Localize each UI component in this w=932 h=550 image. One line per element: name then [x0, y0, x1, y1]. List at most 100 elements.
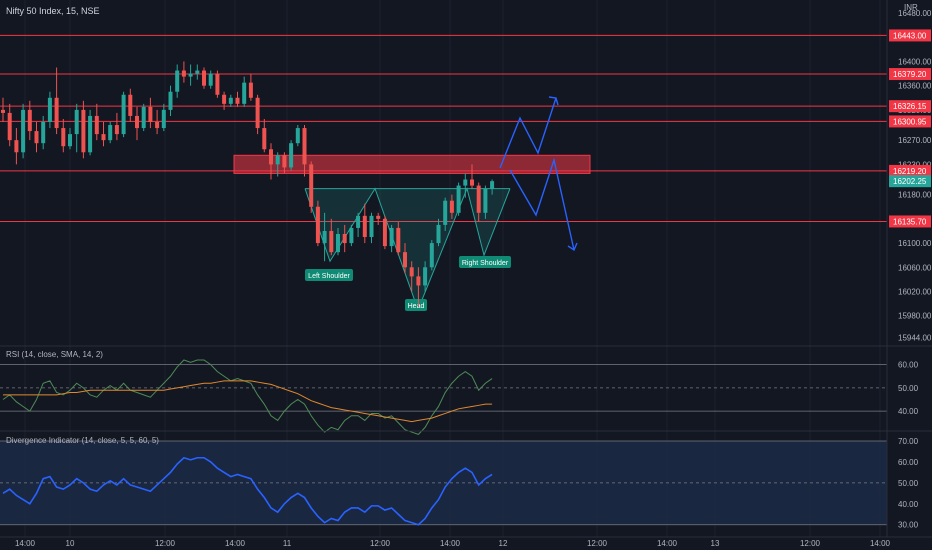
candle-body[interactable]: [175, 70, 180, 92]
time-axis: 14:00 10 12:00 14:00 11 12:00 14:00 12 12:00 14:0…: [15, 539, 891, 548]
candle-body[interactable]: [1, 109, 5, 113]
level-price-box: [889, 100, 931, 113]
candle-body[interactable]: [295, 128, 300, 144]
candle-body[interactable]: [155, 122, 160, 129]
candle-body[interactable]: [101, 134, 106, 141]
candle-body[interactable]: [14, 140, 19, 153]
level-price-label: 16379.20: [893, 70, 927, 79]
candle-body[interactable]: [47, 97, 52, 122]
candle-body[interactable]: [202, 70, 206, 86]
candle-body[interactable]: [215, 73, 220, 95]
candle-body[interactable]: [470, 179, 474, 186]
candle-body[interactable]: [349, 227, 354, 244]
candle-body[interactable]: [416, 276, 421, 286]
candle-body[interactable]: [148, 106, 153, 122]
candle-body[interactable]: [135, 115, 139, 129]
candle-body[interactable]: [476, 185, 481, 213]
candle-body[interactable]: [403, 252, 407, 268]
candle-body[interactable]: [329, 230, 334, 253]
candle-body[interactable]: [309, 164, 314, 207]
projection-arrows[interactable]: [499, 96, 578, 252]
candle-body[interactable]: [128, 94, 133, 116]
horizontal-levels[interactable]: [0, 34, 887, 222]
rsi-ma-line[interactable]: [3, 380, 493, 423]
price-tick-label: 16100.00: [898, 239, 932, 248]
candle-body[interactable]: [289, 143, 294, 168]
candle-body[interactable]: [436, 224, 441, 244]
candle-body[interactable]: [7, 112, 12, 141]
divergence-pane[interactable]: [2, 456, 493, 526]
candle-body[interactable]: [41, 122, 46, 144]
candle-body[interactable]: [81, 109, 86, 153]
rsi-line[interactable]: [2, 359, 493, 435]
candle-body[interactable]: [141, 106, 146, 129]
candle-body[interactable]: [389, 227, 394, 247]
level-price-label: 16135.70: [893, 217, 927, 226]
candle-body[interactable]: [275, 155, 280, 165]
resistance-zone-rect[interactable]: [233, 154, 591, 174]
candle-body[interactable]: [429, 243, 434, 268]
candle-body[interactable]: [396, 227, 401, 253]
candle-body[interactable]: [161, 109, 166, 129]
level-price-box: [889, 68, 931, 81]
bullish-projection[interactable]: [499, 97, 557, 169]
candle-body[interactable]: [94, 115, 99, 135]
candle-body[interactable]: [181, 70, 186, 77]
candle-body[interactable]: [483, 188, 488, 213]
candle-body[interactable]: [195, 70, 200, 74]
candle-body[interactable]: [21, 109, 26, 153]
candle-body[interactable]: [302, 128, 307, 165]
candle-body[interactable]: [255, 97, 260, 129]
candle-body[interactable]: [269, 149, 273, 165]
candle-body[interactable]: [456, 185, 461, 213]
candle-body[interactable]: [228, 97, 233, 104]
candle-body[interactable]: [443, 200, 448, 225]
candle-body[interactable]: [168, 91, 173, 110]
candle-body[interactable]: [315, 206, 320, 244]
candle-body[interactable]: [34, 131, 39, 144]
candle-body[interactable]: [490, 181, 495, 189]
candle-body[interactable]: [248, 82, 253, 98]
candle-body[interactable]: [423, 267, 428, 286]
candle-body[interactable]: [282, 155, 287, 168]
candle-body[interactable]: [88, 115, 93, 153]
candle-body[interactable]: [409, 267, 414, 277]
price-tick-label: 16060.00: [898, 263, 932, 272]
candle-body[interactable]: [449, 200, 454, 213]
candle-body[interactable]: [188, 73, 193, 77]
candle-body[interactable]: [121, 94, 126, 135]
candle-body[interactable]: [222, 94, 227, 104]
candle-body[interactable]: [362, 215, 367, 238]
candle-body[interactable]: [54, 97, 59, 129]
resistance-zone[interactable]: [233, 154, 591, 174]
candle-body[interactable]: [262, 128, 267, 150]
candle-body[interactable]: [356, 215, 361, 228]
price-axis: 16480.0016440.0016400.0016360.0016320.00…: [889, 9, 932, 530]
pattern-label-box: [405, 299, 427, 311]
candle-body[interactable]: [68, 134, 72, 147]
candle-body[interactable]: [114, 125, 119, 135]
candle-body[interactable]: [27, 109, 32, 132]
candle-body[interactable]: [376, 215, 381, 219]
candles[interactable]: [1, 61, 495, 307]
candle-body[interactable]: [322, 230, 327, 244]
time-tick-label: 12:00: [155, 539, 176, 548]
candle-body[interactable]: [242, 82, 247, 104]
candle-body[interactable]: [74, 109, 79, 135]
candle-body[interactable]: [336, 234, 340, 253]
level-price-label: 16326.15: [893, 102, 927, 111]
divergence-tick-label: 50.00: [898, 479, 919, 488]
bearish-projection[interactable]: [509, 157, 575, 251]
candle-body[interactable]: [235, 97, 240, 104]
divergence-line[interactable]: [2, 456, 493, 526]
rsi-pane[interactable]: [2, 359, 493, 435]
candle-body[interactable]: [108, 125, 113, 141]
candle-body[interactable]: [61, 128, 66, 147]
candle-body[interactable]: [208, 73, 213, 86]
candle-body[interactable]: [342, 234, 347, 244]
bullish-arrowhead: [548, 96, 559, 106]
candle-body[interactable]: [382, 218, 387, 247]
candle-body[interactable]: [463, 179, 468, 186]
candle-body[interactable]: [369, 215, 374, 238]
